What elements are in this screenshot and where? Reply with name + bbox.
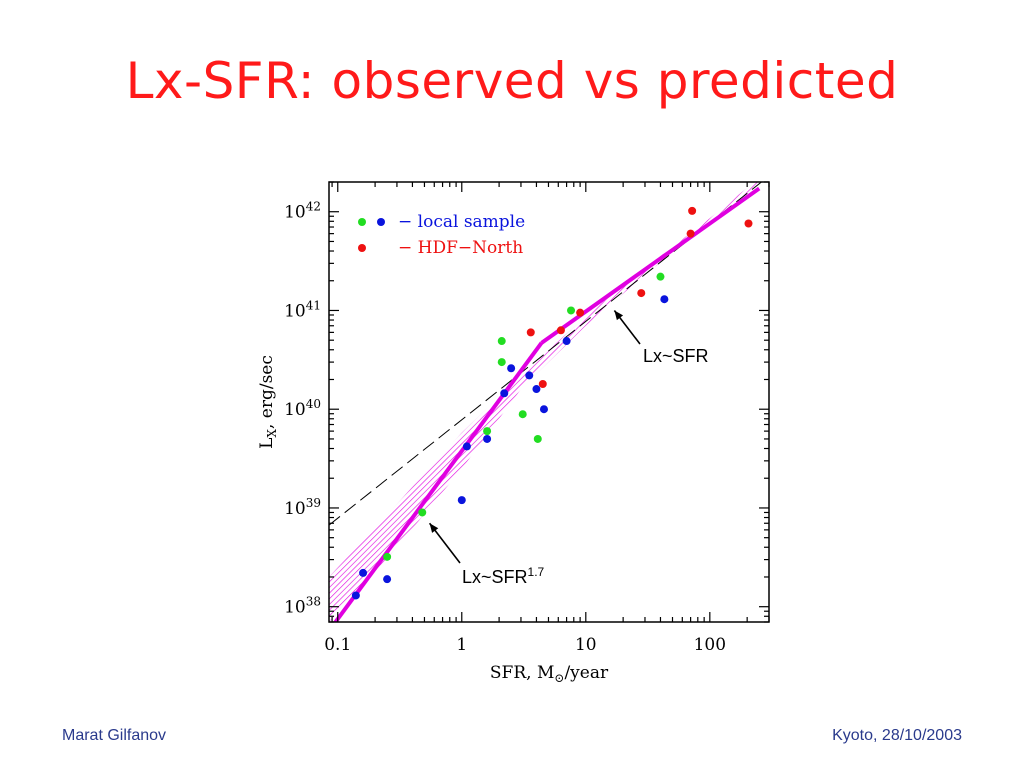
- data-point: [383, 575, 392, 584]
- data-point: [525, 371, 534, 380]
- data-point: [462, 442, 471, 451]
- y-tick-label: 1041: [284, 298, 321, 321]
- data-point: [457, 496, 466, 505]
- legend-marker: [358, 218, 366, 226]
- y-tick-label: 1042: [284, 200, 321, 223]
- footer-author: Marat Gilfanov: [62, 727, 167, 744]
- prediction-line-2: [540, 186, 761, 345]
- data-point: [483, 427, 492, 436]
- legend-label: − local sample: [398, 212, 525, 232]
- data-point: [538, 380, 547, 389]
- y-tick-label: 1040: [284, 397, 321, 420]
- data-point: [656, 272, 665, 281]
- data-point: [686, 229, 695, 238]
- data-point: [539, 405, 548, 414]
- x-tick-label: 100: [694, 635, 726, 655]
- legend-label: − HDF−North: [398, 238, 523, 258]
- data-point: [497, 337, 506, 346]
- data-point: [351, 591, 360, 600]
- data-point: [497, 358, 506, 367]
- annotation-arrowhead: [614, 310, 624, 321]
- x-tick-label: 1: [456, 635, 467, 655]
- slide-title: Lx-SFR: observed vs predicted: [125, 52, 899, 110]
- prediction-band: [329, 182, 760, 622]
- data-point: [660, 295, 669, 304]
- data-point: [688, 206, 697, 215]
- data-point: [567, 306, 576, 315]
- data-point: [483, 434, 492, 443]
- annotation-arrowhead: [429, 523, 439, 533]
- data-point: [556, 326, 565, 335]
- data-point: [383, 552, 392, 561]
- x-axis-label: SFR, M⊙/year: [490, 663, 609, 685]
- y-tick-label: 1038: [284, 595, 321, 618]
- annotation-label: Lx~SFR1.7: [462, 565, 545, 587]
- data-point: [744, 219, 753, 228]
- data-point: [533, 434, 542, 443]
- plot-frame: [328, 181, 770, 623]
- footer-venue-date: Kyoto, 28/10/2003: [832, 727, 962, 744]
- data-point: [576, 308, 585, 317]
- data-point: [418, 508, 427, 517]
- data-point: [562, 337, 571, 346]
- data-point: [507, 364, 516, 373]
- legend-marker: [358, 244, 366, 252]
- x-tick-label: 10: [575, 635, 597, 655]
- y-tick-label: 1039: [284, 496, 321, 519]
- data-point: [518, 410, 527, 419]
- x-tick-label: 0.1: [324, 635, 351, 655]
- data-point: [359, 568, 368, 577]
- legend-marker: [377, 218, 385, 226]
- annotation-label: Lx~SFR: [643, 346, 709, 366]
- data-point: [532, 385, 541, 394]
- prediction-line-1: [333, 341, 544, 622]
- y-axis-label: LX, erg/sec: [257, 355, 279, 449]
- data-point: [500, 389, 509, 398]
- data-point: [526, 328, 535, 337]
- data-point: [637, 289, 646, 298]
